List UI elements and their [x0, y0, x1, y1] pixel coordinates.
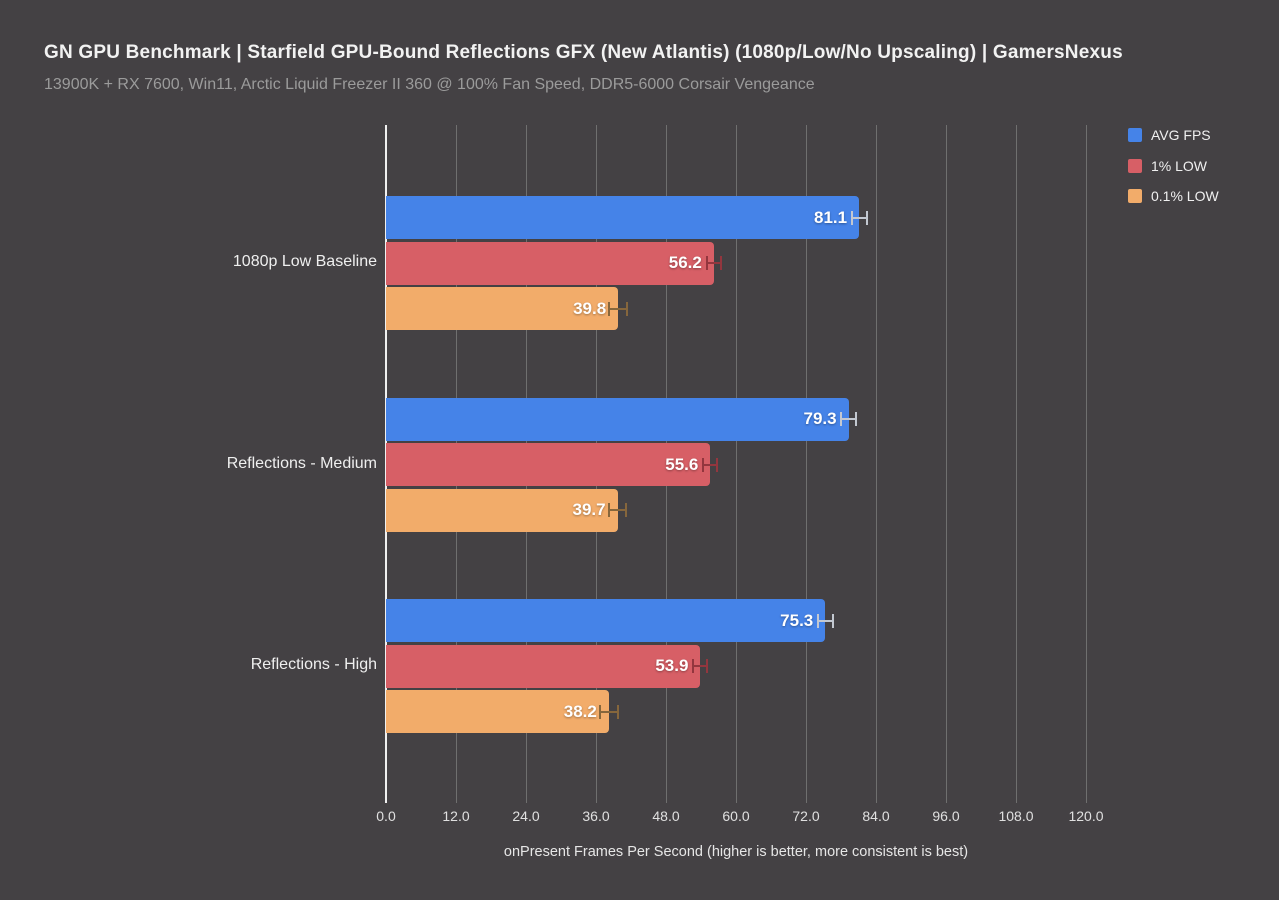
error-bar-line: [703, 463, 718, 466]
error-bar-cap: [608, 301, 611, 316]
bar-1-low[interactable]: [386, 443, 711, 486]
category-label: Reflections - Medium: [226, 454, 377, 472]
x-tick-label: 12.0: [442, 808, 470, 824]
legend-item-0-1-low: 0.1% LOW: [1128, 188, 1219, 204]
error-bar-line: [841, 418, 857, 420]
error-bar-line: [851, 216, 867, 219]
bar-value-label: 56.2: [668, 253, 702, 272]
legend-item-1-low: 1% LOW: [1128, 158, 1207, 174]
x-tick-label: 120.0: [1068, 808, 1104, 824]
error-bar-cap: [850, 210, 853, 225]
x-tick-label: 0.0: [376, 808, 396, 824]
bar-0-1-low[interactable]: [386, 287, 619, 330]
gridline: [1086, 125, 1087, 803]
legend-label: 0.1% LOW: [1151, 188, 1219, 204]
gridline: [946, 125, 947, 803]
gridline: [736, 125, 737, 803]
error-bar-line: [608, 509, 627, 511]
error-bar-line: [693, 665, 708, 667]
legend-swatch-0-1-low-icon: [1128, 189, 1142, 203]
x-tick-label: 108.0: [998, 808, 1034, 824]
error-bar-line: [600, 710, 618, 713]
error-bar-cap: [855, 412, 858, 426]
bar-0-1-low[interactable]: [386, 690, 609, 733]
bar-value-label: 53.9: [655, 656, 689, 675]
bar-value-label: 38.2: [563, 701, 597, 721]
x-tick-label: 36.0: [582, 808, 610, 824]
chart-title: GN GPU Benchmark | Starfield GPU-Bound R…: [44, 42, 1123, 63]
bar-value-label: 75.3: [780, 610, 814, 630]
category-label: 1080p Low Baseline: [232, 253, 377, 270]
error-bar-cap: [831, 613, 834, 628]
bar-1-low[interactable]: [386, 644, 701, 688]
legend-swatch-avg-fps-icon: [1128, 128, 1142, 142]
error-bar-cap: [816, 613, 819, 628]
chart-subtitle: 13900K + RX 7600, Win11, Arctic Liquid F…: [44, 76, 815, 93]
bar-1-low[interactable]: [386, 241, 714, 285]
x-tick-label: 96.0: [932, 808, 960, 824]
bar-avg-fps[interactable]: [386, 599, 826, 642]
bar-avg-fps[interactable]: [386, 196, 860, 239]
legend-item-avg-fps: AVG FPS: [1128, 127, 1211, 143]
error-bar-cap: [702, 457, 705, 472]
x-axis-label: onPresent Frames Per Second (higher is b…: [503, 844, 969, 860]
error-bar-cap: [607, 503, 610, 517]
bar-avg-fps[interactable]: [386, 397, 849, 441]
bar-value-label: 55.6: [665, 454, 699, 474]
error-bar-line: [817, 619, 833, 622]
category-label: Reflections - High: [250, 656, 377, 673]
error-bar-cap: [705, 256, 708, 270]
bar-value-label: 39.7: [572, 500, 606, 519]
error-bar-cap: [716, 457, 719, 472]
error-bar-cap: [865, 210, 868, 225]
error-bar-cap: [599, 704, 602, 719]
bar-value-label: 39.8: [573, 298, 607, 318]
legend-swatch-1-low-icon: [1128, 158, 1142, 173]
error-bar-line: [609, 307, 627, 310]
x-tick-label: 60.0: [722, 808, 750, 824]
error-bar-cap: [692, 659, 695, 673]
gridline: [1016, 125, 1017, 803]
error-bar-line: [706, 262, 721, 264]
bar-value-label: 81.1: [813, 207, 848, 227]
x-tick-label: 72.0: [792, 808, 820, 824]
error-bar-cap: [719, 256, 722, 270]
bar-value-label: 79.3: [803, 409, 837, 428]
legend-label: AVG FPS: [1151, 127, 1211, 143]
error-bar-cap: [625, 301, 628, 316]
error-bar-cap: [616, 704, 619, 719]
legend-label: 1% LOW: [1151, 157, 1208, 174]
gridline: [876, 125, 877, 803]
x-tick-label: 24.0: [512, 808, 540, 824]
error-bar-cap: [706, 659, 709, 673]
error-bar-cap: [625, 503, 628, 517]
x-tick-label: 48.0: [652, 808, 680, 824]
bar-0-1-low[interactable]: [386, 488, 618, 532]
gridline: [806, 125, 807, 803]
error-bar-cap: [840, 412, 842, 426]
x-tick-label: 84.0: [862, 808, 890, 824]
